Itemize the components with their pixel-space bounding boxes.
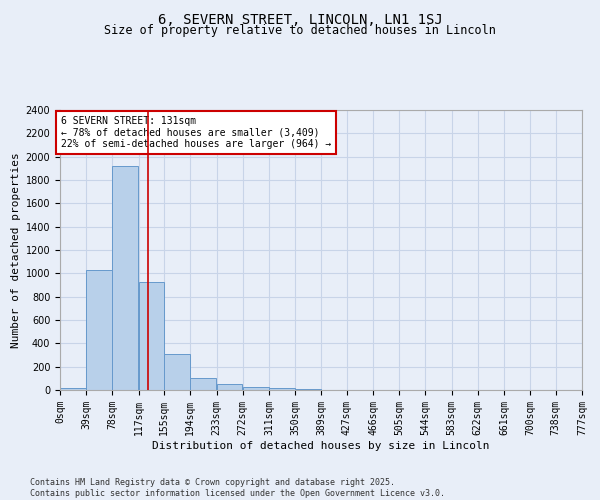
Bar [243,387,269,390]
Y-axis label: Number of detached properties: Number of detached properties [11,152,22,348]
Bar [86,270,112,390]
Bar [60,388,86,390]
Bar [139,282,164,390]
Text: 6, SEVERN STREET, LINCOLN, LN1 1SJ: 6, SEVERN STREET, LINCOLN, LN1 1SJ [158,12,442,26]
Bar [217,384,242,390]
Bar [164,354,190,390]
Text: 6 SEVERN STREET: 131sqm
← 78% of detached houses are smaller (3,409)
22% of semi: 6 SEVERN STREET: 131sqm ← 78% of detache… [61,116,332,149]
Bar [190,378,216,390]
Bar [295,389,321,390]
X-axis label: Distribution of detached houses by size in Lincoln: Distribution of detached houses by size … [152,440,490,450]
Text: Size of property relative to detached houses in Lincoln: Size of property relative to detached ho… [104,24,496,37]
Text: Contains HM Land Registry data © Crown copyright and database right 2025.
Contai: Contains HM Land Registry data © Crown c… [30,478,445,498]
Bar [269,388,295,390]
Bar [112,166,138,390]
